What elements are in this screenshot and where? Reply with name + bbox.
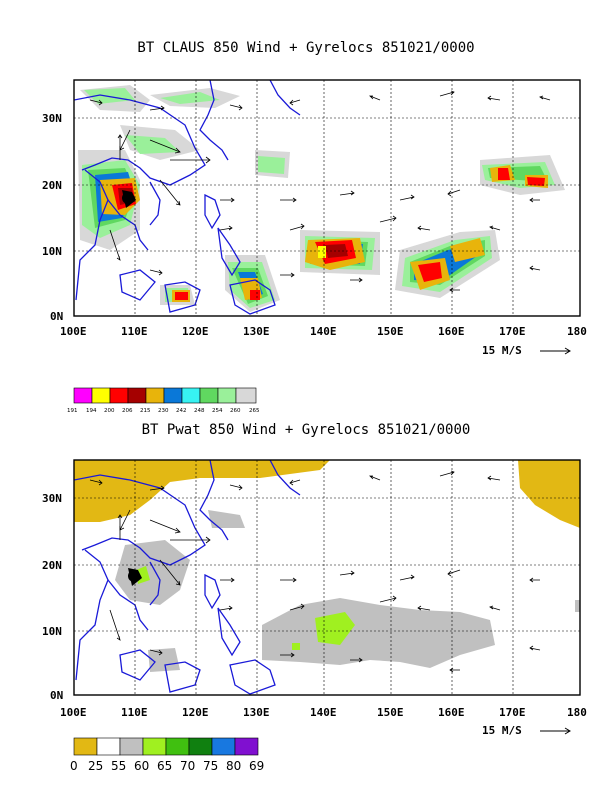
pwat-lon-label: 140E — [310, 706, 337, 719]
claus-wind-vectors — [89, 90, 551, 293]
pwat-lat-label: 30N — [42, 492, 62, 505]
pwat-scale-arrow — [540, 727, 571, 735]
claus-scale-label: 15 M/S — [482, 344, 522, 357]
pwat-lon-label: 130E — [243, 706, 270, 719]
claus-lon-label: 110E — [121, 325, 148, 338]
pwat-lon-label: 170E — [499, 706, 526, 719]
claus-scale-arrow — [540, 347, 571, 355]
claus-legend-value: 260 — [230, 408, 241, 414]
pwat-legend-value: 25 — [88, 759, 103, 773]
claus-map-frame — [73, 79, 581, 317]
pwat-lon-label: 180 — [567, 706, 587, 719]
claus-legend-value: 206 — [122, 408, 133, 414]
claus-lon-label: 100E — [60, 325, 87, 338]
claus-legend-value: 242 — [176, 408, 187, 414]
claus-lat-label: 10N — [42, 245, 62, 258]
claus-legend-value: 191 — [67, 408, 78, 414]
claus-legend-value: 215 — [140, 408, 151, 414]
pwat-wind-vectors — [89, 470, 541, 673]
claus-lon-label: 150E — [377, 325, 404, 338]
pwat-legend-value: 80 — [226, 759, 241, 773]
claus-legend-value: 254 — [212, 408, 223, 414]
claus-legend-value: 230 — [158, 408, 169, 414]
pwat-legend-value: 65 — [157, 759, 172, 773]
pwat-lat-label: 20N — [42, 559, 62, 572]
claus-grid — [74, 80, 580, 316]
claus-lat-label: 20N — [42, 179, 62, 192]
claus-legend-value: 248 — [194, 408, 205, 414]
pwat-lat-label: 10N — [42, 625, 62, 638]
claus-lon-label: 130E — [243, 325, 270, 338]
claus-lon-label: 140E — [310, 325, 337, 338]
pwat-lon-label: 120E — [182, 706, 209, 719]
claus-lon-label: 180 — [567, 325, 587, 338]
claus-legend-value: 200 — [104, 408, 115, 414]
pwat-legend-value: 75 — [203, 759, 218, 773]
claus-color-legend — [73, 387, 257, 404]
pwat-legend-value: 69 — [249, 759, 264, 773]
pwat-map — [74, 460, 580, 695]
pwat-legend-value: 60 — [134, 759, 149, 773]
claus-lat-label: 0N — [50, 310, 63, 323]
pwat-map-frame — [73, 459, 581, 696]
pwat-grid — [74, 460, 580, 695]
pwat-panel-title: BT Pwat 850 Wind + Gyrelocs 851021/0000 — [141, 422, 471, 438]
pwat-legend-value: 70 — [180, 759, 195, 773]
pwat-lon-label: 150E — [377, 706, 404, 719]
pwat-color-legend — [73, 737, 259, 756]
claus-map — [74, 80, 565, 315]
claus-panel-title: BT CLAUS 850 Wind + Gyrelocs 851021/0000 — [137, 40, 475, 56]
claus-legend-value: 194 — [86, 408, 97, 414]
claus-lon-label: 160E — [438, 325, 465, 338]
claus-legend-value: 265 — [249, 408, 260, 414]
claus-lon-label: 120E — [182, 325, 209, 338]
pwat-lon-label: 100E — [60, 706, 87, 719]
pwat-legend-value: 0 — [70, 759, 78, 773]
pwat-lon-label: 110E — [121, 706, 148, 719]
pwat-lon-label: 160E — [438, 706, 465, 719]
pwat-scale-label: 15 M/S — [482, 724, 522, 737]
claus-lat-label: 30N — [42, 112, 62, 125]
pwat-legend-value: 55 — [111, 759, 126, 773]
claus-lon-label: 170E — [499, 325, 526, 338]
pwat-lat-label: 0N — [50, 689, 63, 702]
